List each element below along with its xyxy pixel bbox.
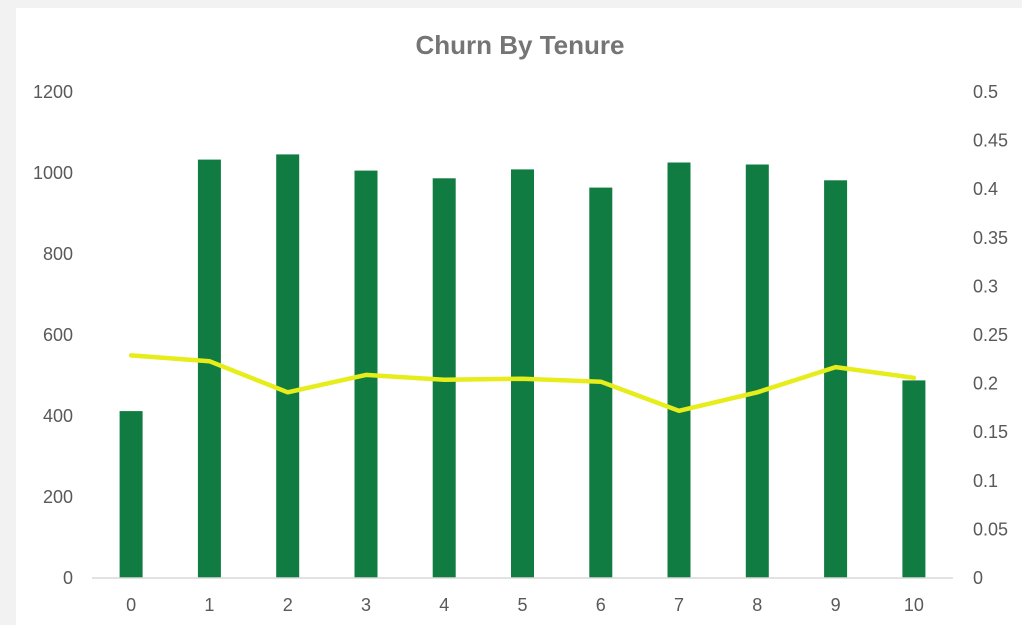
y-left-tick-label: 400	[43, 406, 73, 426]
x-tick-labels: 0 1 2 3 4 5 6 7 8 9 10	[126, 595, 924, 615]
y-left-tick-label: 800	[43, 244, 73, 264]
x-tick-label: 7	[674, 595, 684, 615]
y-right-tick-label: 0.05	[973, 519, 1008, 539]
bar-2	[276, 154, 300, 578]
x-tick-label: 1	[204, 595, 214, 615]
y-left-tick-label: 200	[43, 487, 73, 507]
bar-7	[667, 162, 691, 578]
chart-title: Churn By Tenure	[415, 30, 625, 60]
bar-1	[197, 159, 221, 578]
x-tick-label: 0	[126, 595, 136, 615]
x-tick-label: 9	[831, 595, 841, 615]
x-tick-label: 6	[596, 595, 606, 615]
bar-5	[511, 169, 534, 578]
x-tick-label: 2	[283, 595, 293, 615]
bar-series	[119, 154, 926, 579]
y-left-tick-label: 600	[43, 325, 73, 345]
line-series	[128, 353, 917, 414]
x-tick-label: 10	[904, 595, 924, 615]
x-tick-label: 4	[439, 595, 449, 615]
y-left-tick-label: 1000	[33, 163, 73, 183]
y-right-tick-label: 0	[973, 568, 983, 588]
y-left-tick-labels: 0 200 400 600 800 1000 1200	[33, 82, 73, 588]
bar-10	[902, 380, 926, 578]
x-tick-label: 5	[517, 595, 527, 615]
y-right-tick-label: 0.3	[973, 276, 998, 296]
y-right-tick-label: 0.2	[973, 374, 998, 394]
y-right-tick-label: 0.5	[973, 82, 998, 102]
y-right-tick-label: 0.15	[973, 422, 1008, 442]
bar-9	[824, 180, 848, 579]
y-left-tick-label: 1200	[33, 82, 73, 102]
y-right-tick-label: 0.35	[973, 228, 1008, 248]
y-right-tick-label: 0.45	[973, 131, 1008, 151]
y-right-tick-label: 0.25	[973, 325, 1008, 345]
y-right-tick-labels: 0 0.05 0.1 0.15 0.2 0.25 0.3 0.35 0.4 0.45 0.5	[973, 82, 1008, 588]
bar-0	[119, 411, 143, 578]
bar-8	[745, 164, 769, 578]
x-tick-label: 3	[361, 595, 371, 615]
y-left-tick-label: 0	[63, 568, 73, 588]
x-tick-label: 8	[752, 595, 762, 615]
y-right-tick-label: 0.1	[973, 471, 998, 491]
y-right-tick-label: 0.4	[973, 179, 998, 199]
